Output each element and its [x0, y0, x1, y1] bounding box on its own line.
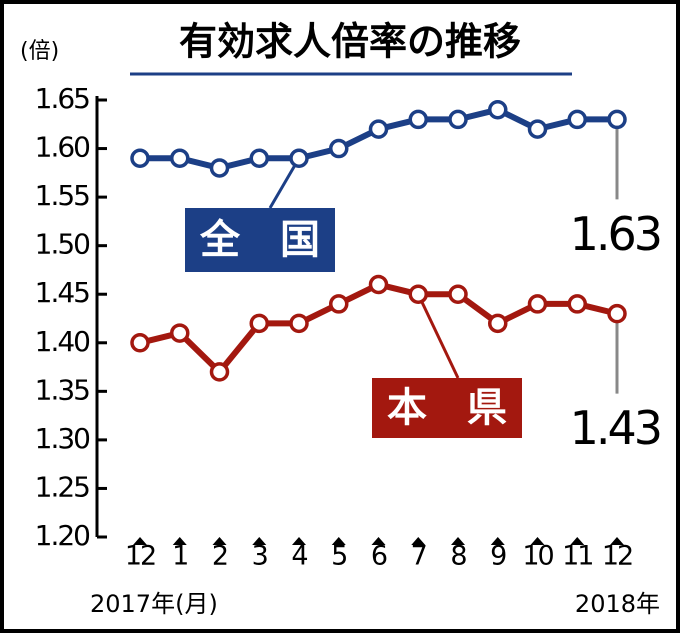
point [448, 284, 468, 304]
x-tick-label: 9 [490, 541, 506, 572]
x-tick-label: 4 [291, 541, 307, 572]
y-tick-label: 1.65 [35, 82, 90, 115]
x-tick-label: 5 [331, 541, 346, 572]
x-tick-mark [133, 537, 147, 545]
y-tick-label: 1.60 [35, 131, 90, 164]
x-tick-mark [411, 537, 426, 545]
x-tick-mark [490, 537, 505, 545]
point [289, 148, 309, 169]
y-tick-label: 1.25 [35, 470, 90, 503]
legend-label: 全 国 [199, 217, 320, 263]
x-tick-label: 12 [125, 541, 155, 572]
point [527, 119, 548, 139]
x-tick-label: 2 [212, 541, 227, 572]
point [249, 148, 269, 169]
x-tick-mark [172, 537, 187, 545]
x-sublabel: 2017年(月) [90, 590, 218, 618]
point [448, 109, 468, 130]
x-tick-mark [570, 537, 585, 545]
point [130, 148, 150, 169]
x-tick-mark [331, 537, 346, 545]
legend-label: 本 県 [387, 385, 507, 431]
point [488, 99, 508, 120]
x-tick-label: 1 [172, 541, 187, 572]
point [408, 284, 428, 304]
x-tick-mark [451, 537, 465, 545]
x-tick-label: 6 [371, 541, 387, 572]
point [408, 109, 428, 130]
x-tick-mark [252, 537, 267, 545]
y-axis-label: (倍) [20, 39, 59, 64]
point [567, 294, 587, 314]
point [607, 303, 627, 324]
x-tick-mark [610, 537, 624, 545]
y-tick-label: 1.45 [35, 276, 90, 309]
value-label: 1.63 [570, 207, 660, 261]
y-tick-label: 1.55 [35, 179, 90, 212]
point [209, 158, 230, 178]
point [567, 109, 587, 130]
point [170, 148, 190, 169]
point [289, 313, 309, 334]
x-tick-label: 3 [252, 541, 268, 572]
y-tick-label: 1.30 [35, 422, 90, 455]
y-tick-label: 1.50 [35, 228, 90, 261]
point [170, 323, 190, 343]
x-tick-label: 12 [602, 541, 632, 572]
x-tick-label: 10 [522, 541, 553, 572]
x-tick-mark [292, 537, 306, 545]
chart-title: 有効求人倍率の推移 [179, 20, 521, 64]
legend-box [185, 208, 335, 272]
x-tick-mark [371, 537, 386, 545]
x-tick-mark [530, 537, 545, 545]
x-tick-mark [212, 537, 227, 545]
point [488, 313, 508, 334]
point [329, 294, 349, 314]
x-tick-label: 8 [450, 541, 466, 572]
point [209, 362, 230, 382]
point [329, 138, 349, 159]
legend-leader [416, 293, 460, 379]
point [130, 333, 150, 353]
y-tick-label: 1.35 [35, 373, 90, 406]
point [249, 313, 269, 334]
y-tick-label: 1.20 [35, 519, 90, 552]
point [527, 294, 548, 314]
point [607, 109, 627, 130]
x-tick-label: 11 [562, 541, 592, 572]
point [368, 274, 389, 295]
point [368, 119, 389, 139]
value-label: 1.43 [570, 401, 660, 455]
legend-box [372, 378, 522, 438]
x-sublabel: 2018年 [575, 590, 660, 618]
x-tick-label: 7 [411, 541, 426, 572]
y-tick-label: 1.40 [35, 325, 90, 358]
